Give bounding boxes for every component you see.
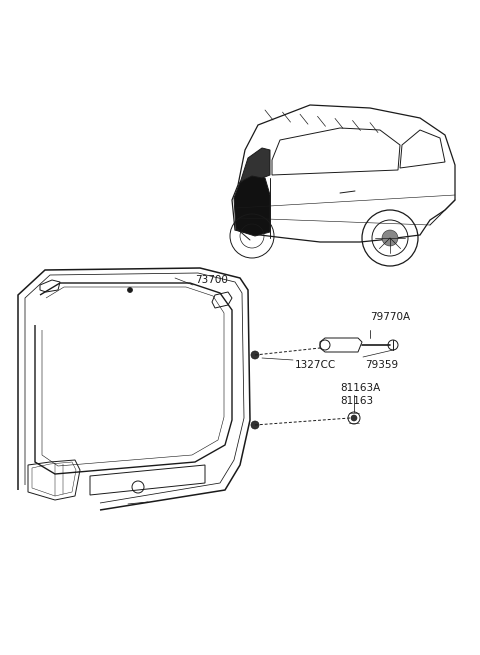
Circle shape (382, 230, 398, 246)
Text: 81163: 81163 (340, 396, 373, 406)
Circle shape (251, 351, 259, 359)
Text: 79359: 79359 (365, 360, 398, 370)
Polygon shape (234, 175, 270, 236)
Text: 81163A: 81163A (340, 383, 380, 393)
Circle shape (251, 421, 259, 429)
Polygon shape (240, 148, 270, 183)
Circle shape (128, 288, 132, 293)
Circle shape (351, 415, 357, 421)
Text: 1327CC: 1327CC (295, 360, 336, 370)
Text: 79770A: 79770A (370, 312, 410, 322)
Text: 73700: 73700 (195, 275, 228, 285)
